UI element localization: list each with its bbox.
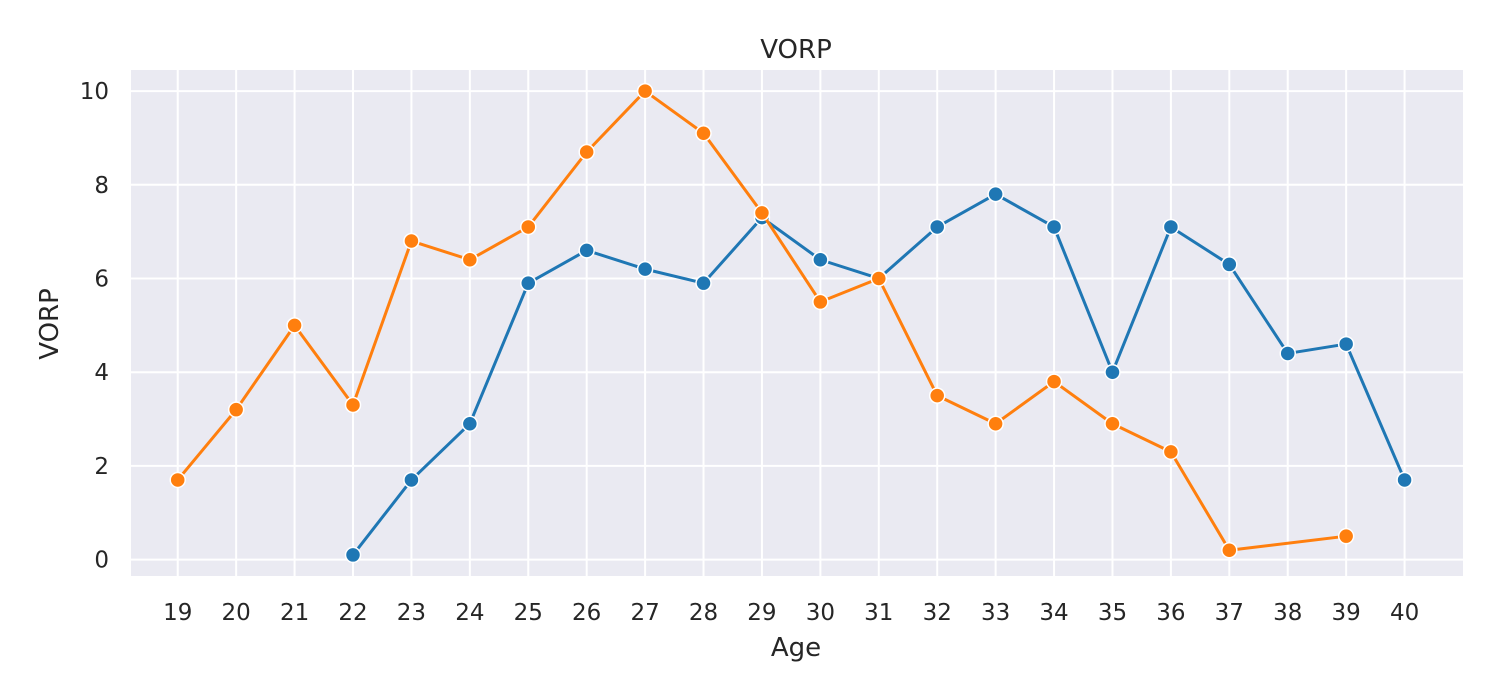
series-layer <box>169 82 1413 564</box>
y-tick-labels: 0 2 4 6 8 10 <box>80 79 109 574</box>
data-point <box>636 260 654 278</box>
chart-title: VORP <box>760 35 832 65</box>
x-tick-label: 35 <box>1098 600 1127 626</box>
data-point <box>1045 218 1063 236</box>
x-tick-label: 19 <box>163 600 192 626</box>
x-tick-label: 25 <box>514 600 543 626</box>
series-2 <box>169 82 1355 559</box>
data-point <box>169 471 186 489</box>
data-point <box>695 125 712 142</box>
y-tick-label: 2 <box>94 454 109 480</box>
y-tick-label: 6 <box>94 266 109 292</box>
data-point <box>1104 363 1121 381</box>
y-tick-label: 0 <box>94 548 109 574</box>
data-point <box>344 396 362 414</box>
data-point <box>1396 471 1413 489</box>
data-point <box>1104 415 1121 432</box>
x-tick-label: 31 <box>864 600 893 626</box>
data-point <box>1279 345 1296 362</box>
data-point <box>461 415 479 432</box>
data-point <box>461 251 479 268</box>
data-point <box>1162 218 1180 236</box>
x-axis-title: Age <box>771 633 821 663</box>
x-tick-label: 36 <box>1156 600 1185 626</box>
x-tick-label: 22 <box>338 600 367 626</box>
data-point <box>520 218 537 236</box>
data-point <box>812 251 829 268</box>
data-point <box>1337 527 1355 545</box>
data-point <box>578 242 595 259</box>
data-point <box>928 218 946 236</box>
grid-lines <box>131 70 1463 576</box>
data-point <box>227 401 245 418</box>
data-point <box>695 274 712 292</box>
x-tick-label: 27 <box>630 600 659 626</box>
x-tick-label: 38 <box>1273 600 1302 626</box>
data-point <box>578 143 595 161</box>
data-point <box>928 387 946 404</box>
data-point <box>1045 373 1063 390</box>
y-tick-label: 10 <box>80 79 109 105</box>
x-tick-label: 40 <box>1390 600 1419 626</box>
x-tick-label: 21 <box>280 600 309 626</box>
x-tick-label: 29 <box>747 600 776 626</box>
x-tick-labels: 19 20 21 22 23 24 25 26 27 28 29 30 31 32 33 34 35 36 37 38… <box>163 600 1419 626</box>
data-point <box>286 317 303 334</box>
data-point <box>1162 443 1180 461</box>
y-tick-label: 4 <box>94 360 109 386</box>
data-point <box>753 204 771 222</box>
x-tick-label: 37 <box>1215 600 1244 626</box>
x-tick-label: 28 <box>689 600 718 626</box>
x-tick-label: 26 <box>572 600 601 626</box>
data-point <box>1221 541 1238 559</box>
x-tick-label: 30 <box>806 600 835 626</box>
x-tick-label: 34 <box>1039 600 1068 626</box>
data-point <box>520 274 537 292</box>
data-point <box>987 415 1004 432</box>
data-point <box>636 82 654 100</box>
x-tick-label: 39 <box>1332 600 1361 626</box>
data-point <box>812 293 829 311</box>
x-tick-label: 24 <box>455 600 484 626</box>
x-tick-label: 33 <box>981 600 1010 626</box>
x-tick-label: 32 <box>923 600 952 626</box>
data-point <box>1337 335 1355 353</box>
data-point <box>403 232 420 250</box>
data-point <box>1221 256 1238 273</box>
x-tick-label: 23 <box>397 600 426 626</box>
y-axis-title: VORP <box>35 288 65 360</box>
plot-background <box>131 70 1463 576</box>
data-point <box>870 270 888 287</box>
data-point <box>403 471 420 489</box>
y-tick-label: 8 <box>94 173 109 199</box>
data-point <box>987 185 1004 203</box>
x-tick-label: 20 <box>222 600 251 626</box>
series-line <box>176 89 1347 552</box>
data-point <box>344 546 362 564</box>
